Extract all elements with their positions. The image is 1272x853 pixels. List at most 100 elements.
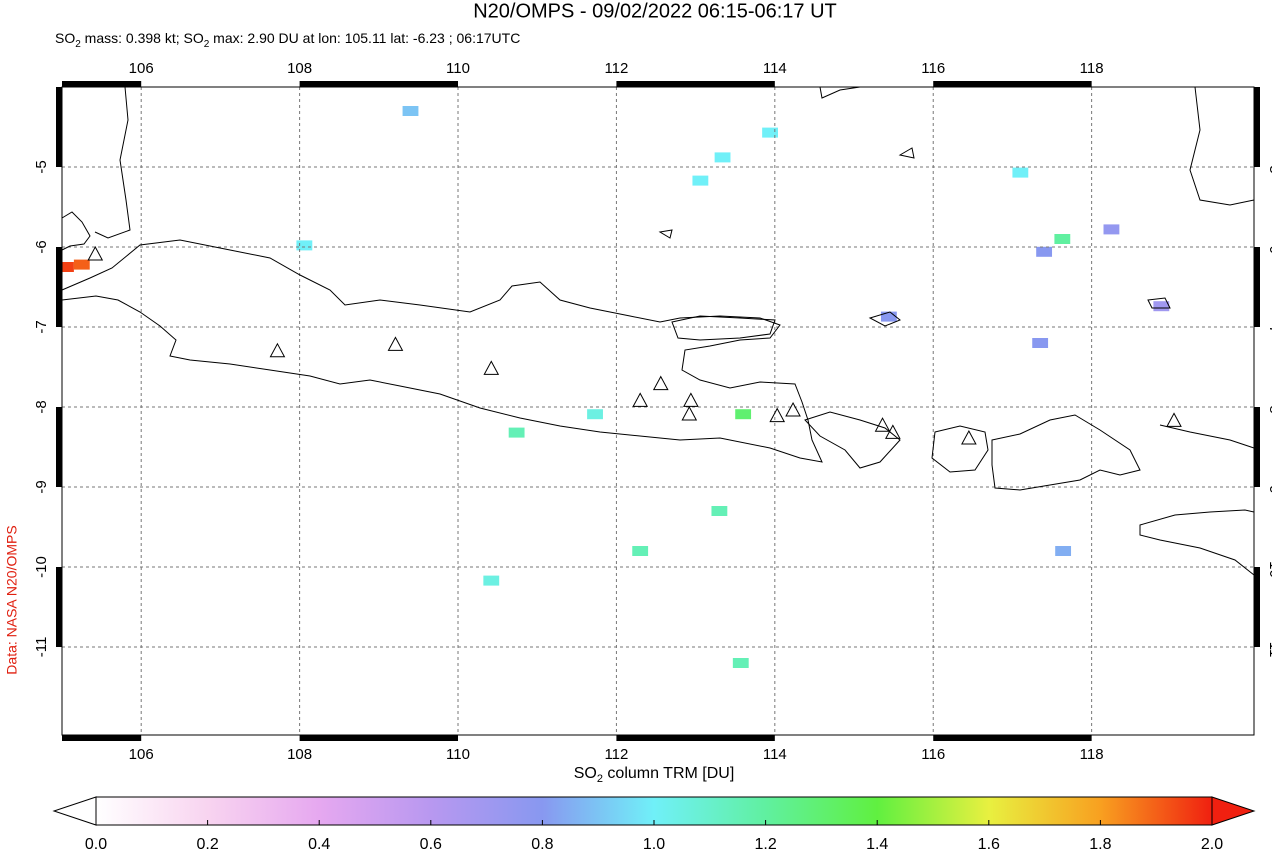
volcano: [652, 375, 669, 391]
so2-cell: [1036, 246, 1053, 257]
colorbar-tick-label: 0.0: [85, 836, 107, 853]
so2-cell: [296, 240, 313, 251]
x-tick-label: 108: [287, 60, 312, 77]
x-tick-label: 110: [446, 60, 470, 77]
x-tick-label: 112: [604, 746, 628, 763]
so2-cell: [1055, 546, 1072, 556]
colorbar-tick-label: 0.2: [196, 836, 218, 853]
y-tick-label: -6: [33, 240, 50, 253]
volcano: [884, 424, 901, 439]
coast-sumatra-west: [94, 86, 131, 239]
so2-cell: [1153, 301, 1170, 312]
frame-bar: [56, 407, 62, 487]
coast-java: [61, 239, 823, 463]
so2-cell: [762, 127, 778, 138]
frame-bar: [1254, 407, 1260, 487]
colorbar-extend-max: [1211, 796, 1256, 826]
so2-cell: [73, 259, 90, 270]
volcanoes: [87, 245, 1182, 445]
chart-title: N20/OMPS - 09/02/2022 06:15-06:17 UT: [473, 0, 837, 22]
x-tick-label: 110: [446, 746, 470, 763]
x-tick-label: 114: [763, 60, 787, 77]
frame-bar: [56, 247, 62, 327]
frame-bar: [616, 81, 775, 87]
volcano: [269, 342, 286, 358]
so2-cell: [402, 106, 419, 116]
y-tick-label: -7: [33, 320, 50, 333]
grid: [62, 87, 1254, 735]
so2-cell: [711, 506, 728, 516]
so2-cell: [508, 427, 525, 438]
so2-cell: [732, 658, 749, 668]
volcano: [961, 429, 977, 445]
colorbar-label-part: SO: [574, 765, 597, 782]
credit: Data: NASA N20/OMPS: [4, 525, 20, 674]
colorbar-tick-label: 2.0: [1201, 836, 1223, 853]
y-tick-label: -8: [33, 400, 50, 413]
so2-cell: [714, 152, 731, 163]
y-tick-label: -11: [1266, 637, 1272, 658]
volcano: [785, 401, 801, 417]
subtitle-part: mass: 0.398 kt; SO: [81, 30, 204, 46]
frame-bar: [56, 87, 62, 167]
colorbar-tick-label: 0.6: [420, 836, 442, 853]
x-tick-label: 108: [287, 746, 312, 763]
map-area: [62, 87, 1254, 735]
coastlines: [61, 86, 1255, 577]
so2-cell: [587, 409, 603, 420]
volcano: [632, 392, 649, 407]
colorbar-label: SO2 column TRM [DU]: [574, 765, 735, 785]
y-tick-label: -10: [33, 556, 50, 578]
subtitle-part: max: 2.90 DU at lon: 105.11 lat: -6.23 ;…: [209, 30, 520, 46]
colorbar-tick-label: 1.4: [866, 836, 888, 853]
y-tick-label: -6: [1266, 240, 1272, 253]
frame-bar: [933, 735, 1092, 741]
colorbar-extend-min: [52, 796, 97, 826]
chart-subtitle: SO2 mass: 0.398 kt; SO2 max: 2.90 DU at …: [55, 30, 520, 50]
volcano: [87, 245, 104, 261]
subtitle-sub: 2: [75, 39, 81, 50]
frame-bar: [56, 567, 62, 647]
x-tick-label: 118: [1080, 60, 1104, 77]
frame-bar: [299, 735, 459, 741]
so2-cell: [58, 262, 74, 272]
coast-flores: [1159, 424, 1255, 449]
coast-madura: [671, 315, 776, 341]
axes: 106 106 108 108 110 110 112 112 114 114 116 116 118 1…: [33, 60, 1272, 763]
colorbar-label-part: column TRM [DU]: [603, 765, 734, 782]
coast-sumatra: [61, 211, 91, 251]
x-tick-label: 106: [129, 60, 154, 77]
coast-sumbawa: [991, 414, 1141, 491]
volcano: [874, 417, 891, 432]
so2-cell: [1103, 224, 1120, 235]
colorbar-tick-label: 1.6: [978, 836, 1000, 853]
volcano: [483, 360, 500, 375]
colorbar-tick-label: 0.4: [308, 836, 330, 853]
subtitle-sub: 2: [204, 39, 210, 50]
so2-cell: [692, 175, 709, 186]
so2-cell: [483, 575, 500, 586]
so2-cell: [1012, 167, 1029, 178]
frame-bar: [1254, 247, 1260, 327]
so2-cell: [1032, 338, 1049, 348]
x-tick-label: 114: [763, 746, 787, 763]
so2-cell: [880, 311, 897, 322]
x-tick-label: 118: [1080, 746, 1104, 763]
so2-cell: [1054, 234, 1071, 244]
x-tick-label: 116: [921, 746, 945, 763]
frame-bars: [56, 81, 1260, 741]
volcano: [683, 392, 699, 407]
frame-bar: [299, 81, 459, 87]
colorbar-tick-label: 1.0: [643, 836, 665, 853]
colorbar: 0.0 0.2 0.4 0.6 0.8 1.0 1.2 1.4 1.6 1.8 2.0: [52, 796, 1256, 853]
colorbar-label-sub: 2: [597, 773, 603, 785]
y-tick-label: -9: [33, 480, 50, 493]
so2-cell: [632, 546, 649, 556]
map-background: [62, 87, 1254, 735]
colorbar-tick-label: 0.8: [531, 836, 553, 853]
frame-bar: [62, 81, 142, 87]
coast-islets: [658, 147, 1171, 327]
coast-borneo: [819, 86, 1255, 206]
volcano: [387, 336, 404, 351]
